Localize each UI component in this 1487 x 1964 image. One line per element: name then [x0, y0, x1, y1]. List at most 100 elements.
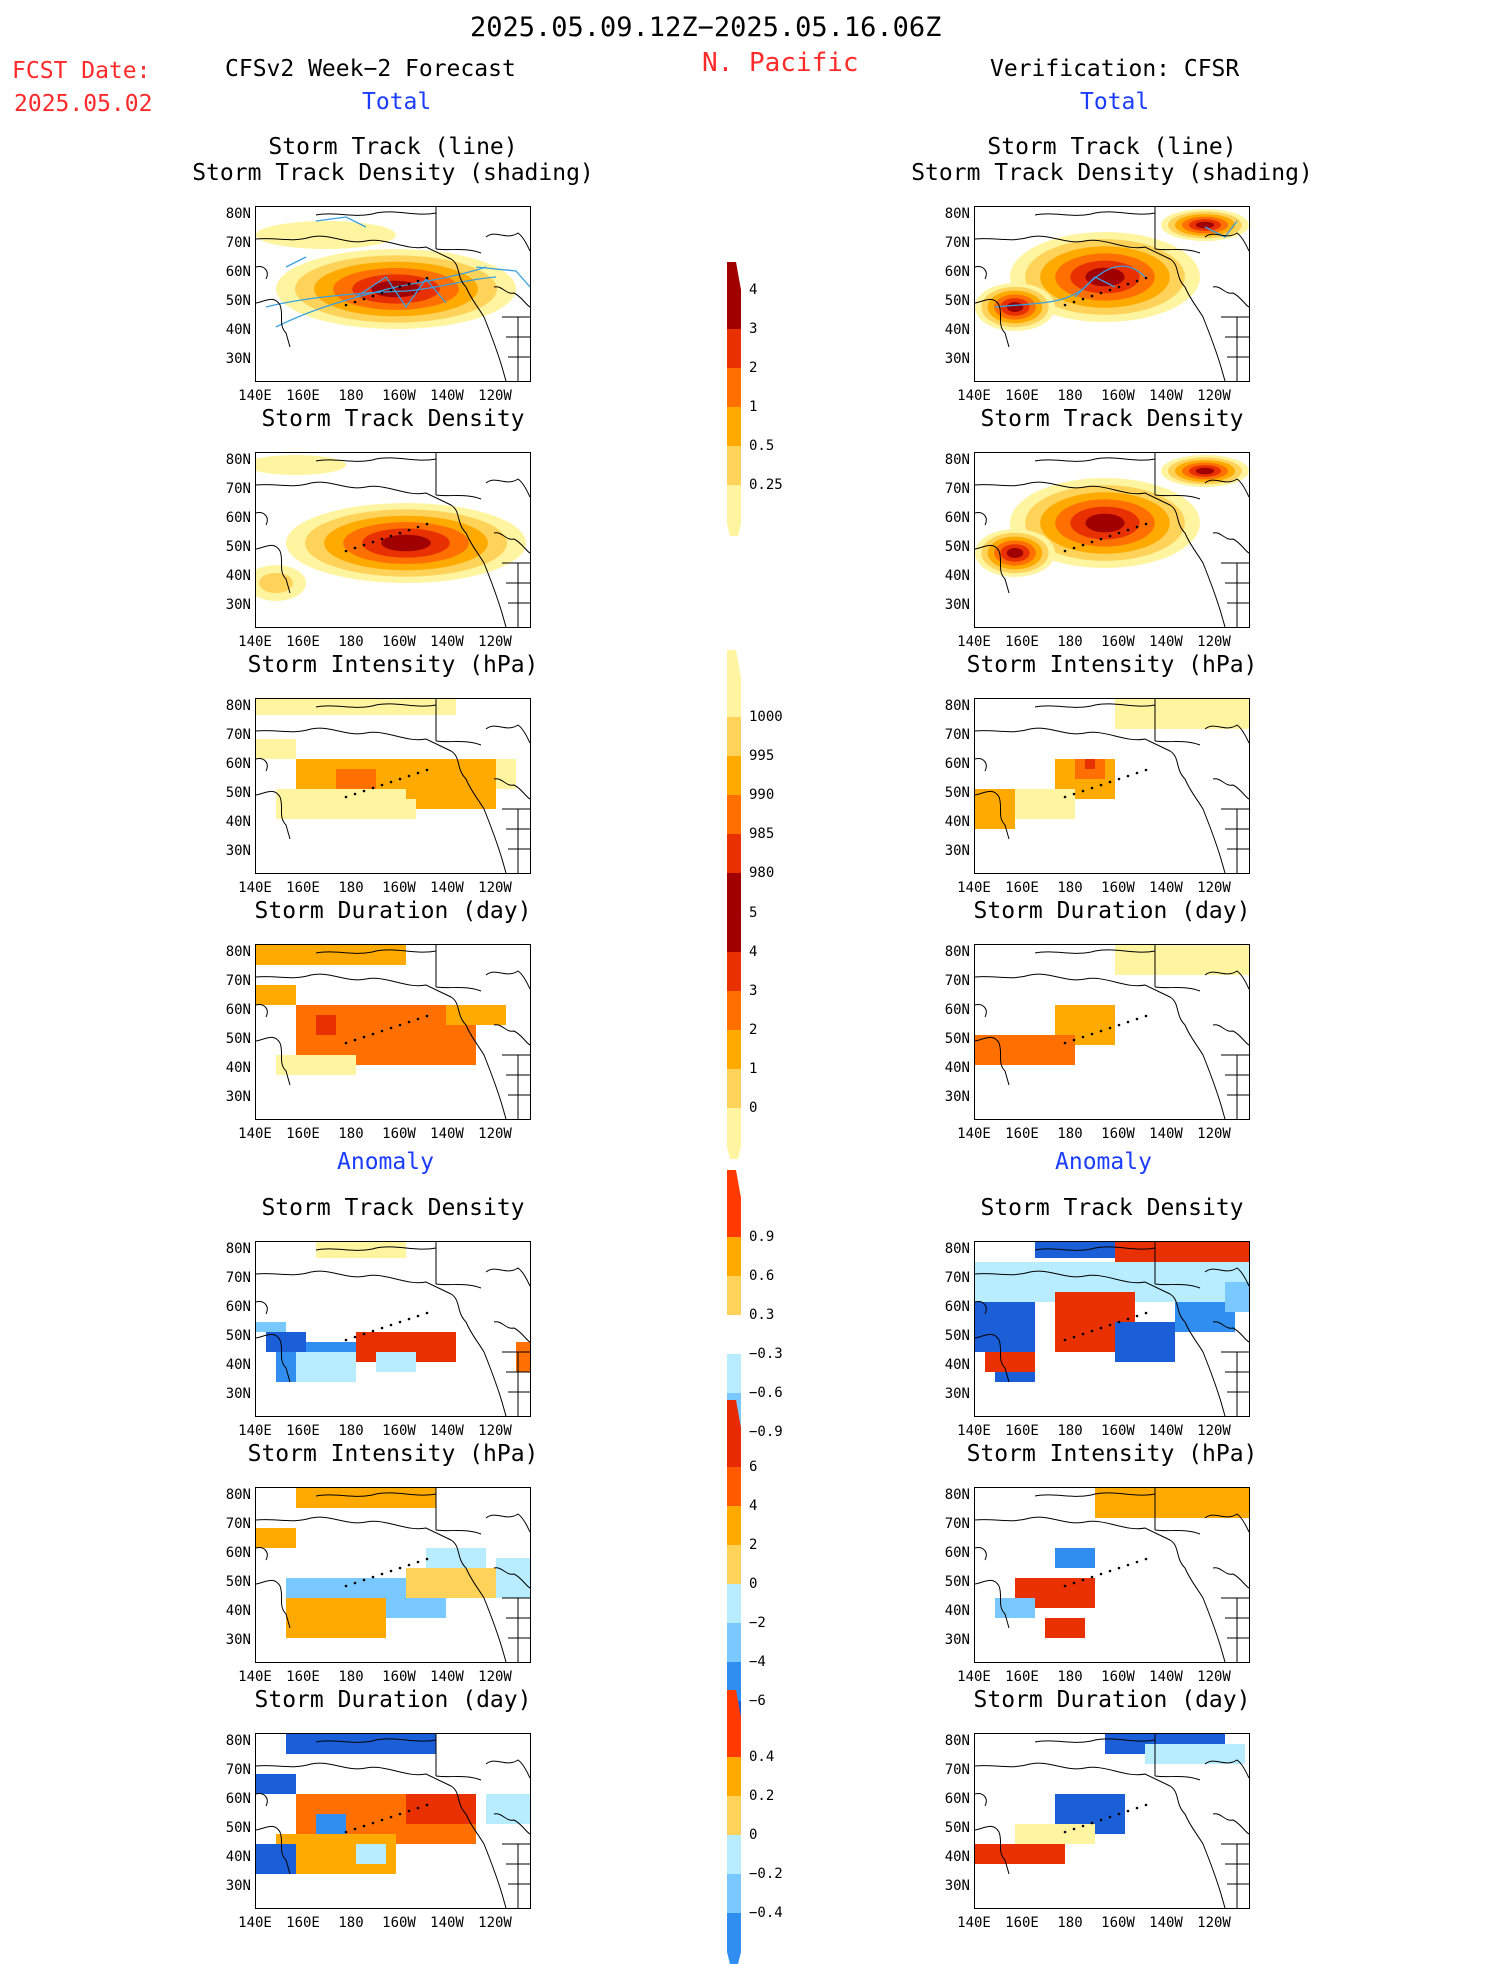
lon-tick-label: 140E — [957, 1126, 991, 1142]
lon-tick-label: 160W — [382, 388, 416, 404]
lon-tick-label: 180 — [338, 388, 364, 404]
lon-tick-label: 140E — [238, 1915, 272, 1931]
map-shading — [256, 1734, 530, 1908]
coastline — [256, 207, 530, 381]
forecast-map-panel — [255, 1733, 531, 1909]
colorbar-tick-label: 0.2 — [749, 1788, 775, 1804]
lon-tick-label: 160W — [1101, 634, 1135, 650]
right-p7-title: Storm Duration (day) — [973, 1687, 1251, 1713]
lat-tick-label: 40N — [225, 1060, 251, 1076]
lon-tick-label: 120W — [1197, 634, 1231, 650]
lat-tick-label: 30N — [944, 1632, 970, 1648]
lat-tick-label: 60N — [944, 756, 970, 772]
verification-map-panel — [974, 206, 1250, 382]
map-shading — [256, 945, 530, 1119]
verification-map-panel — [974, 1487, 1250, 1663]
coastline — [975, 945, 1249, 1119]
lat-tick-label: 30N — [225, 351, 251, 367]
left-total-label: Total — [362, 89, 432, 115]
lat-tick-label: 30N — [225, 1089, 251, 1105]
lat-tick-label: 50N — [225, 1820, 251, 1836]
colorbar-tick-label: 4 — [749, 282, 758, 298]
lon-tick-label: 140E — [238, 634, 272, 650]
lon-tick-label: 140W — [430, 634, 464, 650]
lon-tick-label: 140W — [430, 388, 464, 404]
coastline — [256, 453, 530, 627]
left-p2-title: Storm Track Density — [261, 406, 525, 432]
fcst-date-label: FCST Date: — [12, 58, 151, 84]
coastline — [975, 1488, 1249, 1662]
lat-tick-label: 60N — [944, 1299, 970, 1315]
lat-tick-label: 30N — [225, 1386, 251, 1402]
lat-tick-label: 30N — [225, 1878, 251, 1894]
region-title: N. Pacific — [702, 48, 859, 78]
lon-tick-label: 120W — [478, 1126, 512, 1142]
right-p1-title-b: Storm Track Density (shading) — [911, 160, 1313, 186]
coastline — [256, 1488, 530, 1662]
lat-tick-label: 70N — [225, 1762, 251, 1778]
coastline — [975, 453, 1249, 627]
lat-tick-label: 50N — [225, 539, 251, 555]
lat-tick-label: 50N — [225, 293, 251, 309]
lon-tick-label: 140W — [1149, 1669, 1183, 1685]
colorbar-tick-label: 6 — [749, 1459, 758, 1475]
lat-tick-label: 80N — [225, 1241, 251, 1257]
lat-tick-label: 70N — [944, 1516, 970, 1532]
lat-tick-label: 80N — [225, 1487, 251, 1503]
colorbar-tick-label: 990 — [749, 787, 775, 803]
lon-tick-label: 180 — [1057, 880, 1083, 896]
right-p4-title: Storm Duration (day) — [973, 898, 1251, 924]
lon-tick-label: 140W — [430, 1915, 464, 1931]
lon-tick-label: 160E — [286, 880, 320, 896]
lat-tick-label: 50N — [944, 293, 970, 309]
date-range-title: 2025.05.09.12Z−2025.05.16.06Z — [470, 12, 942, 43]
lat-tick-label: 30N — [944, 1386, 970, 1402]
lat-tick-label: 30N — [225, 1632, 251, 1648]
lat-tick-label: 40N — [225, 1357, 251, 1373]
verification-map-panel — [974, 944, 1250, 1120]
lat-tick-label: 80N — [944, 206, 970, 222]
colorbar-tick-label: 0.5 — [749, 438, 775, 454]
lon-tick-label: 140W — [1149, 1915, 1183, 1931]
lon-tick-label: 120W — [1197, 388, 1231, 404]
lon-tick-label: 140E — [957, 634, 991, 650]
coastline — [256, 945, 530, 1119]
map-shading — [975, 207, 1249, 381]
lat-tick-label: 40N — [944, 1849, 970, 1865]
colorbar-tick-label: −0.2 — [749, 1866, 783, 1882]
lon-tick-label: 160E — [1005, 388, 1039, 404]
colorbar-tick-label: 0.9 — [749, 1229, 775, 1245]
lon-tick-label: 160W — [382, 1915, 416, 1931]
lat-tick-label: 40N — [944, 568, 970, 584]
map-shading — [975, 699, 1249, 873]
right-p1-title-a: Storm Track (line) — [987, 134, 1237, 160]
colorbar-tick-label: 1 — [749, 399, 758, 415]
colorbar-tick-label: −4 — [749, 1654, 766, 1670]
lat-tick-label: 60N — [944, 264, 970, 280]
left-p3-title: Storm Intensity (hPa) — [247, 652, 539, 678]
lat-tick-label: 30N — [944, 843, 970, 859]
colorbar-tick-label: 1 — [749, 1061, 758, 1077]
lon-tick-label: 160E — [1005, 1126, 1039, 1142]
lon-tick-label: 180 — [338, 1915, 364, 1931]
map-shading — [975, 945, 1249, 1119]
lat-tick-label: 30N — [225, 597, 251, 613]
lon-tick-label: 140E — [238, 388, 272, 404]
lon-tick-label: 120W — [478, 1423, 512, 1439]
lon-tick-label: 180 — [1057, 1423, 1083, 1439]
lat-tick-label: 40N — [225, 1849, 251, 1865]
lon-tick-label: 160W — [382, 634, 416, 650]
colorbar-tick-label: −0.4 — [749, 1905, 783, 1921]
lon-tick-label: 160W — [1101, 1423, 1135, 1439]
lat-tick-label: 50N — [944, 1574, 970, 1590]
lat-tick-label: 40N — [225, 568, 251, 584]
coastline — [975, 699, 1249, 873]
map-shading — [975, 1488, 1249, 1662]
lat-tick-label: 50N — [225, 1328, 251, 1344]
lat-tick-label: 70N — [944, 973, 970, 989]
lat-tick-label: 50N — [944, 539, 970, 555]
map-shading — [256, 1488, 530, 1662]
lat-tick-label: 60N — [944, 510, 970, 526]
lat-tick-label: 50N — [944, 1031, 970, 1047]
lat-tick-label: 70N — [225, 727, 251, 743]
